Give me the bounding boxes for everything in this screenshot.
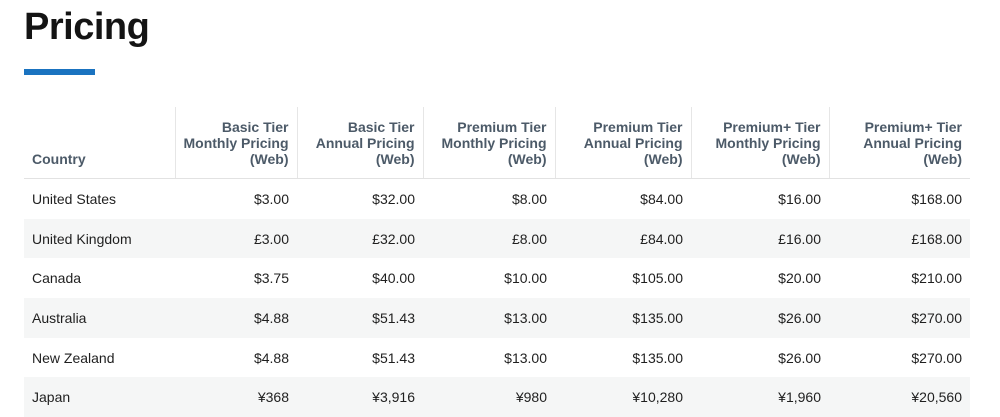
table-header-row: Country Basic Tier Monthly Pricing (Web)… [24, 107, 970, 179]
header-line: Basic Tier [221, 119, 289, 135]
table-row: Australia $4.88 $51.43 $13.00 $135.00 $2… [24, 298, 970, 338]
header-line: (Web) [249, 151, 289, 167]
page-title: Pricing [24, 6, 150, 48]
cell-price: £32.00 [297, 218, 423, 259]
header-line: Annual Pricing [315, 135, 415, 151]
table-row: New Zealand $4.88 $51.43 $13.00 $135.00 … [24, 338, 970, 378]
cell-price: $135.00 [632, 349, 683, 366]
cell-price: $270.00 [829, 298, 970, 338]
cell-price: $40.00 [372, 270, 415, 287]
header-basic-annual: Basic Tier Annual Pricing (Web) [297, 107, 424, 179]
cell-price: $13.00 [423, 298, 555, 338]
cell-price: $3.00 [253, 190, 289, 207]
header-line: (Web) [507, 151, 547, 167]
header-line: Premium+ Tier [723, 119, 821, 135]
table-row: Canada $3.75 $40.00 $10.00 $105.00 $20.0… [24, 258, 970, 298]
cell-price: $4.88 [175, 298, 297, 338]
header-country: Country [24, 107, 176, 179]
header-basic-monthly: Basic Tier Monthly Pricing (Web) [175, 107, 298, 179]
cell-price: $105.00 [632, 270, 683, 287]
header-premium-annual: Premium Tier Annual Pricing (Web) [555, 107, 692, 179]
cell-price: $20.00 [778, 270, 821, 287]
cell-price: £3.00 [175, 218, 297, 259]
cell-price: £16.00 [691, 218, 829, 259]
header-premium-monthly: Premium Tier Monthly Pricing (Web) [423, 107, 556, 179]
header-premium-plus-monthly: Premium+ Tier Monthly Pricing (Web) [691, 107, 830, 179]
cell-price: $51.43 [297, 298, 423, 338]
header-line: Annual Pricing [583, 135, 683, 151]
cell-country: New Zealand [32, 349, 115, 366]
header-premium-plus-annual: Premium+ Tier Annual Pricing (Web) [829, 107, 970, 179]
cell-country: Japan [24, 377, 175, 417]
header-line: Premium Tier [457, 119, 547, 135]
header-line: Premium Tier [593, 119, 683, 135]
cell-price: ¥1,960 [691, 377, 829, 417]
cell-price: ¥20,560 [829, 377, 970, 417]
cell-country: United Kingdom [24, 218, 175, 259]
header-line: Country [32, 151, 86, 167]
cell-price: ¥980 [423, 377, 555, 417]
cell-price: $13.00 [504, 349, 547, 366]
cell-country: Canada [32, 270, 82, 287]
cell-price: £84.00 [555, 218, 691, 259]
cell-price: £8.00 [423, 218, 555, 259]
cell-price: $26.00 [691, 298, 829, 338]
cell-price: $51.43 [372, 349, 415, 366]
cell-country: United States [32, 190, 117, 207]
cell-price: $84.00 [640, 190, 683, 207]
cell-price: $26.00 [778, 349, 821, 366]
table-row: Japan ¥368 ¥3,916 ¥980 ¥10,280 ¥1,960 ¥2… [24, 377, 970, 417]
header-line: (Web) [375, 151, 415, 167]
cell-price: $210.00 [911, 270, 962, 287]
pricing-table: Country Basic Tier Monthly Pricing (Web)… [24, 107, 970, 417]
cell-price: £168.00 [829, 218, 970, 259]
header-line: (Web) [643, 151, 683, 167]
cell-price: $8.00 [511, 190, 547, 207]
table-row: United Kingdom £3.00 £32.00 £8.00 £84.00… [24, 218, 970, 259]
header-line: (Web) [781, 151, 821, 167]
header-line: Monthly Pricing [441, 135, 547, 151]
cell-country: Australia [24, 298, 175, 338]
cell-price: $270.00 [911, 349, 962, 366]
table-row: United States $3.00 $32.00 $8.00 $84.00 … [24, 179, 970, 219]
cell-price: ¥368 [175, 377, 297, 417]
cell-price: $4.88 [253, 349, 289, 366]
cell-price: ¥10,280 [555, 377, 691, 417]
cell-price: $16.00 [778, 190, 821, 207]
header-line: Annual Pricing [863, 135, 962, 151]
cell-price: $10.00 [504, 270, 547, 287]
header-line: (Web) [923, 151, 962, 167]
title-underline [24, 69, 95, 75]
cell-price: $32.00 [372, 190, 415, 207]
cell-price: $135.00 [555, 298, 691, 338]
cell-price: ¥3,916 [297, 377, 423, 417]
header-line: Monthly Pricing [183, 135, 289, 151]
cell-price: $3.75 [253, 270, 289, 287]
header-line: Basic Tier [347, 119, 415, 135]
header-line: Monthly Pricing [715, 135, 821, 151]
header-line: Premium+ Tier [864, 119, 962, 135]
cell-price: $168.00 [911, 190, 962, 207]
